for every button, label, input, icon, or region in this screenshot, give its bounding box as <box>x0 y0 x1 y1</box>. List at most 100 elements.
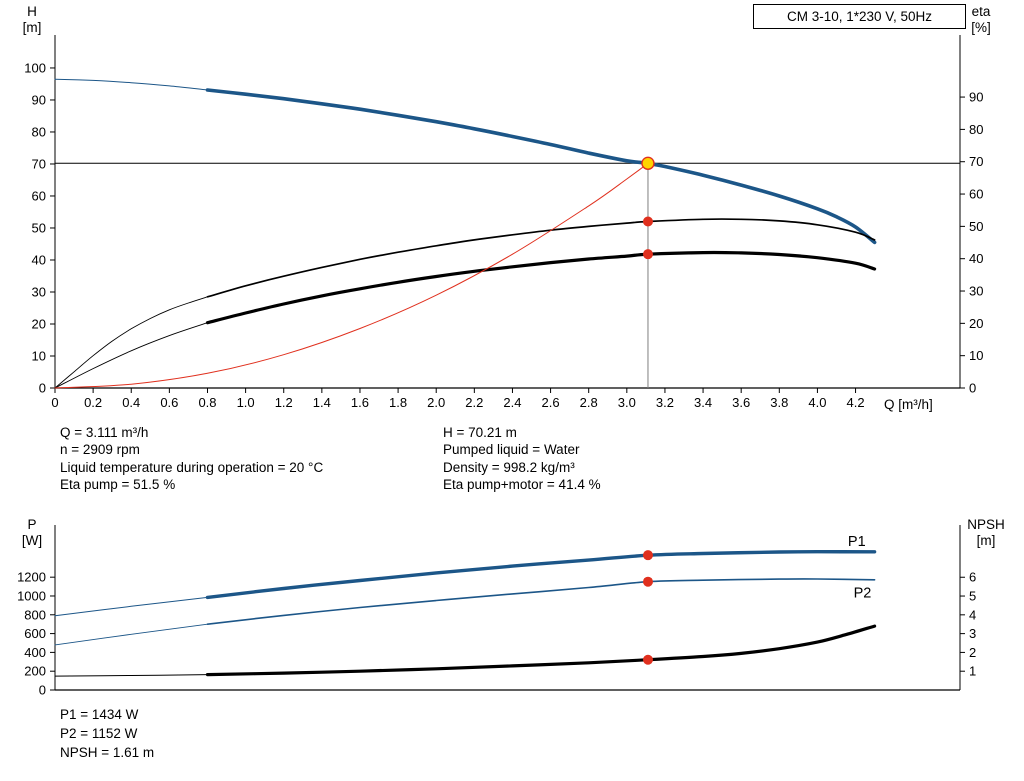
y-left-tick-label: 400 <box>24 645 46 660</box>
series-label-p2: P2 <box>854 585 872 601</box>
h-axis-label: H [m] <box>22 4 42 35</box>
x-tick-label: 0.8 <box>198 395 216 410</box>
info-line-n: n = 2909 rpm <box>60 442 140 458</box>
power-npsh-chart: 0 200 400 600 800 1000 1200 1 2 3 4 5 6 P1 P2 <box>17 525 976 698</box>
p1-curve <box>205 550 877 600</box>
x-tick-label: 1.8 <box>389 395 407 410</box>
eta-pump-curve <box>206 218 876 298</box>
x-tick-label: 0 <box>51 395 58 410</box>
y-left-tick-label: 80 <box>32 124 46 139</box>
y-right-tick-label: 90 <box>969 90 983 105</box>
eta-pump-motor-curve-lead <box>54 322 208 389</box>
x-tick-label: 2.2 <box>465 395 483 410</box>
y-left-tick-label: 70 <box>32 156 46 171</box>
x-tick-label: 1.2 <box>275 395 293 410</box>
p2-marker <box>642 576 653 587</box>
info-line-npsh: NPSH = 1.61 m <box>60 745 155 760</box>
info-line-p1: P1 = 1434 W <box>60 707 139 722</box>
info-line-pumped-liquid: Pumped liquid = Water <box>443 442 580 458</box>
y-left-tick-label: 1000 <box>17 588 46 603</box>
q-axis-label: Q [m³/h] <box>884 397 933 412</box>
x-tick-label: 2.4 <box>503 395 521 410</box>
info-line-liquid-temp: Liquid temperature during operation = 20… <box>60 459 324 475</box>
info-line-p2: P2 = 1152 W <box>60 726 138 741</box>
duty-point-marker <box>641 156 655 171</box>
y-left-tick-label: 0 <box>39 683 46 698</box>
npsh-curve-lead <box>54 674 208 677</box>
x-tick-label: 1.4 <box>313 395 331 410</box>
y-right-tick-label: 5 <box>969 589 976 604</box>
qh-curve <box>205 88 877 245</box>
y-left-tick-label: 90 <box>32 92 46 107</box>
system-curve <box>54 162 649 389</box>
p1-marker <box>642 550 653 561</box>
y-right-tick-label: 70 <box>969 154 983 169</box>
eta-pump-motor-marker <box>642 249 653 260</box>
power-info-column: P1 = 1434 W P2 = 1152 W NPSH = 1.61 m <box>60 705 154 762</box>
p-axis-label: P [W] <box>21 517 43 548</box>
eta-axis-label: eta [%] <box>971 4 991 35</box>
npsh-axis-label: NPSH [m] <box>967 517 1005 548</box>
x-tick-label: 0.6 <box>160 395 178 410</box>
p1-curve-lead <box>54 596 208 617</box>
y-right-tick-label: 40 <box>969 251 983 266</box>
x-tick-label: 2.0 <box>427 395 445 410</box>
y-left-tick-label: 50 <box>32 220 46 235</box>
p2-curve-lead <box>54 623 208 646</box>
x-tick-label: 3.6 <box>732 395 750 410</box>
info-line-h: H = 70.21 m <box>443 425 517 440</box>
y-left-tick-label: 0 <box>39 381 46 396</box>
y-right-tick-label: 6 <box>969 570 976 585</box>
x-tick-label: 3.2 <box>656 395 674 410</box>
x-tick-label: 4.0 <box>808 395 826 410</box>
y-left-tick-label: 100 <box>24 60 46 75</box>
y-right-tick-label: 2 <box>969 645 976 660</box>
y-left-tick-label: 200 <box>24 664 46 679</box>
info-line-eta-pump: Eta pump = 51.5 % <box>60 476 176 492</box>
y-left-tick-label: 20 <box>32 316 46 331</box>
y-right-tick-label: 3 <box>969 626 976 641</box>
y-right-tick-label: 10 <box>969 348 983 363</box>
npsh-curve <box>205 624 877 677</box>
x-tick-label: 3.0 <box>618 395 636 410</box>
y-right-tick-label: 60 <box>969 187 983 202</box>
x-tick-label: 4.2 <box>847 395 865 410</box>
x-tick-label: 3.4 <box>694 395 712 410</box>
y-right-tick-label: 20 <box>969 316 983 331</box>
p2-curve <box>206 578 876 625</box>
duty-info-left-column: Q = 3.111 m³/h n = 2909 rpm Liquid tempe… <box>60 424 323 493</box>
npsh-marker <box>642 654 653 665</box>
y-left-tick-label: 10 <box>32 348 46 363</box>
x-tick-label: 1.6 <box>351 395 369 410</box>
qh-eta-chart: 0 10 20 30 40 50 60 70 80 90 100 0 10 20 30 40 50 60 70 80 9… <box>24 35 983 410</box>
y-left-tick-label: 800 <box>24 607 46 622</box>
qh-curve-lead <box>54 78 208 91</box>
info-line-q: Q = 3.111 m³/h <box>60 425 149 440</box>
y-right-tick-label: 50 <box>969 219 983 234</box>
info-line-density: Density = 998.2 kg/m³ <box>443 459 575 475</box>
duty-info-right-column: H = 70.21 m Pumped liquid = Water Densit… <box>443 424 601 493</box>
eta-pump-motor-curve <box>205 250 877 325</box>
y-right-tick-label: 1 <box>969 664 976 679</box>
eta-pump-curve-lead <box>54 296 208 389</box>
x-tick-label: 3.8 <box>770 395 788 410</box>
x-tick-label: 0.2 <box>84 395 102 410</box>
y-left-tick-label: 600 <box>24 626 46 641</box>
y-right-tick-label: 4 <box>969 607 976 622</box>
x-tick-label: 0.4 <box>122 395 140 410</box>
y-left-tick-label: 60 <box>32 188 46 203</box>
y-right-tick-label: 0 <box>969 381 976 396</box>
y-right-tick-label: 80 <box>969 122 983 137</box>
y-left-tick-label: 30 <box>32 284 46 299</box>
y-left-tick-label: 1200 <box>17 570 46 585</box>
pump-model-title: CM 3-10, 1*230 V, 50Hz <box>753 4 966 29</box>
x-tick-label: 2.6 <box>542 395 560 410</box>
y-right-tick-label: 30 <box>969 284 983 299</box>
x-tick-label: 2.8 <box>580 395 598 410</box>
x-tick-label: 1.0 <box>237 395 255 410</box>
eta-pump-marker <box>642 216 653 227</box>
y-left-tick-label: 40 <box>32 252 46 267</box>
series-label-p1: P1 <box>848 534 866 550</box>
